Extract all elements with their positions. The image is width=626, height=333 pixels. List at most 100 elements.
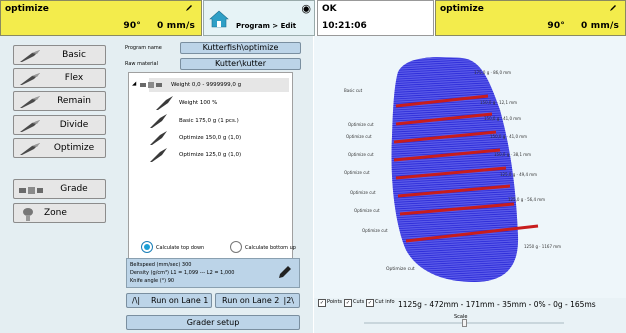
mesh-line bbox=[391, 146, 519, 155]
cut-line bbox=[393, 148, 501, 162]
density-text: Density (g/cm³) L1 = 1,099 --- L2 = 1,00… bbox=[130, 270, 235, 276]
mesh-line bbox=[391, 172, 519, 182]
scale-icon bbox=[19, 187, 43, 194]
program-edit-box[interactable]: Program > Edit ◉ bbox=[203, 0, 315, 36]
mesh-line bbox=[391, 223, 519, 232]
sidebar-item-label: Remain bbox=[57, 96, 91, 106]
mesh-line bbox=[391, 137, 519, 147]
right-status-bar: optimize 90° 0 mm/s bbox=[435, 0, 626, 36]
sidebar-item-zone[interactable]: Zone bbox=[13, 203, 106, 223]
cuts-checkbox[interactable]: ✓ bbox=[344, 299, 352, 307]
mesh-line bbox=[391, 163, 519, 173]
fish-model[interactable]: Basic cut Optimize cut Optimize cut Optimiz… bbox=[314, 36, 626, 298]
pencil-icon[interactable] bbox=[185, 4, 193, 15]
cut-line bbox=[395, 112, 493, 126]
mesh-line bbox=[391, 243, 519, 252]
status-values: 90° 0 mm/s bbox=[123, 21, 195, 31]
cut-name-label: Optimize cut bbox=[346, 134, 372, 139]
raw-material-field[interactable]: Kutter\kutter bbox=[180, 58, 301, 70]
tree-item[interactable]: Optimize 125,0 g (1,0) bbox=[179, 152, 242, 158]
sidebar-item-label: Zone bbox=[44, 208, 67, 218]
sidebar-item-flex[interactable]: Flex bbox=[13, 68, 106, 88]
status-values: 90° 0 mm/s bbox=[547, 21, 619, 31]
breadcrumb: Program > Edit bbox=[236, 22, 297, 30]
mesh-line bbox=[391, 194, 519, 204]
mesh-line bbox=[391, 210, 519, 219]
cut-info-label: 1250 g · 1167 mm bbox=[524, 244, 561, 249]
bottom-cut-label: Optimize cut bbox=[386, 266, 415, 272]
points-label: Points bbox=[327, 299, 343, 305]
tree-item[interactable]: Weight 100 % bbox=[179, 100, 218, 106]
home-icon[interactable] bbox=[208, 8, 230, 30]
mesh-line bbox=[391, 174, 519, 184]
cut-line bbox=[395, 94, 489, 108]
pencil-icon[interactable] bbox=[609, 4, 617, 15]
mesh-line bbox=[391, 216, 519, 226]
program-name-text: optimize bbox=[5, 4, 49, 14]
cut-line bbox=[399, 202, 515, 216]
cuts-label: Cuts bbox=[353, 299, 365, 305]
knife-icon bbox=[20, 143, 40, 155]
program-name-field[interactable]: Kutterfish\optimize bbox=[180, 42, 301, 54]
mesh-line bbox=[391, 199, 519, 208]
knife-icon bbox=[150, 148, 167, 162]
left-status-bar: optimize 90° 0 mm/s bbox=[0, 0, 202, 36]
tree-item[interactable]: Weight 0,0 - 9999999,0 g bbox=[171, 82, 242, 88]
cut-name-label: Optimize cut bbox=[354, 208, 380, 213]
mesh-line bbox=[391, 135, 519, 144]
sidebar-item-basic[interactable]: Basic bbox=[13, 45, 106, 65]
run-lane-2-button[interactable]: Run on Lane 2 |2\ bbox=[215, 293, 300, 308]
mesh-line bbox=[391, 196, 519, 206]
grader-setup-button[interactable]: Grader setup bbox=[126, 315, 300, 330]
tree-item[interactable]: Basic 175,0 g (1 pcs.) bbox=[179, 118, 239, 124]
tree-selection-highlight bbox=[149, 78, 289, 92]
scale-label: Scale bbox=[454, 314, 468, 320]
machine-info-box: Beltspeed (mm/sec) 300 Density (g/cm³) L… bbox=[126, 258, 300, 288]
fish-3d-view[interactable]: Basic cut Optimize cut Optimize cut Optimiz… bbox=[314, 36, 626, 298]
mesh-line bbox=[391, 177, 519, 186]
calc-bottom-up-radio[interactable] bbox=[230, 241, 242, 253]
cut-info-label: 125,0 g · 49,4 mm bbox=[500, 172, 537, 177]
mesh-line bbox=[391, 214, 519, 224]
sidebar-item-divide[interactable]: Divide bbox=[13, 115, 106, 135]
pencil-icon[interactable] bbox=[277, 264, 293, 280]
status-box: OK 10:21:06 bbox=[317, 0, 434, 36]
sidebar-item-label: Flex bbox=[64, 73, 84, 83]
lane-2-icon: |2\ bbox=[283, 296, 294, 305]
cut-name-label: Basic cut bbox=[344, 88, 363, 93]
cut-line bbox=[405, 224, 539, 243]
mesh-line bbox=[391, 221, 519, 230]
cut-info-label: 175,0 g · 86,0 mm bbox=[474, 70, 511, 75]
mesh-line bbox=[391, 157, 519, 166]
sidebar-item-label: Basic bbox=[62, 50, 86, 60]
mesh-line bbox=[391, 240, 519, 250]
mesh-line bbox=[391, 139, 519, 149]
view-controls: ✓ Points ✓ Cuts ✓ Cut info 1125g - 472mm… bbox=[314, 298, 626, 333]
knife-icon bbox=[156, 96, 173, 110]
run-lane-1-button[interactable]: /\| Run on Lane 1 bbox=[126, 293, 212, 308]
eye-icon[interactable]: ◉ bbox=[301, 2, 311, 15]
tree-item[interactable]: Optimize 150,0 g (1,0) bbox=[179, 135, 242, 141]
sidebar: Basic Flex Remain Divide Optimize Grade … bbox=[0, 36, 118, 333]
collapse-icon[interactable]: ◢ bbox=[132, 81, 137, 87]
scale-icon bbox=[140, 82, 162, 88]
program-name-label: Program name bbox=[125, 45, 162, 51]
clock-text: 10:21:06 bbox=[322, 21, 367, 31]
cutinfo-label: Cut info bbox=[375, 299, 395, 305]
cut-line bbox=[395, 166, 507, 180]
sidebar-item-label: Optimize bbox=[53, 143, 95, 153]
sidebar-item-optimize[interactable]: Optimize bbox=[13, 138, 106, 158]
mesh-line bbox=[391, 159, 519, 169]
raw-material-label: Raw material bbox=[125, 61, 158, 67]
sidebar-item-grade[interactable]: Grade bbox=[13, 179, 106, 199]
mesh-line bbox=[391, 212, 519, 221]
sidebar-item-remain[interactable]: Remain bbox=[13, 91, 106, 111]
scale-slider-handle[interactable] bbox=[462, 319, 467, 327]
calc-top-down-radio[interactable] bbox=[141, 241, 153, 253]
scale-slider[interactable] bbox=[364, 319, 564, 327]
program-tree: ◢ Weight 0,0 - 9999999,0 g Weight 100 % … bbox=[128, 72, 293, 267]
mesh-line bbox=[391, 218, 519, 228]
points-checkbox[interactable]: ✓ bbox=[318, 299, 326, 307]
knife-icon bbox=[20, 120, 40, 132]
cutinfo-checkbox[interactable]: ✓ bbox=[366, 299, 374, 307]
